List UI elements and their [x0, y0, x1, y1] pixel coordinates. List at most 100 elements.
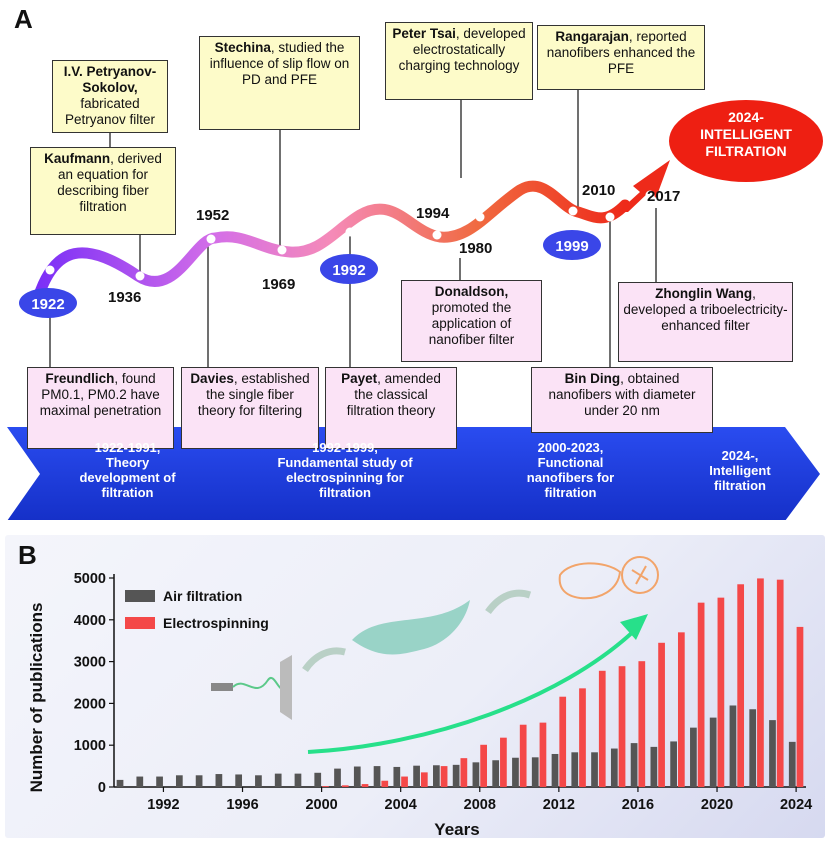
air-filtration-bar-2003 — [373, 766, 381, 787]
year-2017: 2017 — [647, 188, 681, 205]
electrospinning-bar-2007 — [460, 758, 468, 787]
x-tick-label: 1996 — [226, 797, 258, 813]
electrospinning-bar-2019 — [697, 602, 705, 787]
air-filtration-bar-1995 — [215, 774, 223, 787]
nanofiber-membrane-icon — [352, 600, 470, 655]
y-tick-label: 3000 — [74, 655, 106, 671]
final-oval-text: 2024- INTELLIGENT FILTRATION — [700, 109, 792, 159]
year-1980: 1980 — [459, 240, 493, 257]
year-1952: 1952 — [196, 207, 230, 224]
box-kaufmann: Kaufmann, derived an equation for descri… — [30, 147, 176, 235]
stage-1-label: 1922-1991, Theory development of filtrat… — [79, 440, 176, 500]
air-filtration-bar-1991 — [136, 776, 144, 787]
year-1969: 1969 — [262, 276, 296, 293]
box-bin-ding: Bin Ding, obtained nanofibers with diame… — [531, 367, 713, 433]
air-filtration-bar-2006 — [433, 765, 440, 787]
box-davies: Davies, established the single fiber the… — [181, 367, 319, 449]
air-filtration-bar-1994 — [195, 775, 203, 787]
box-petryanov: I.V. Petryanov-Sokolov, fabricated Petry… — [52, 60, 168, 133]
electrospinning-bar-2022 — [757, 578, 764, 787]
electrospinning-bar-2009 — [500, 737, 507, 787]
air-filtration-bar-2005 — [413, 765, 420, 787]
air-filtration-bar-1993 — [175, 775, 183, 787]
oval-1922-label: 1922 — [31, 296, 64, 313]
air-filtration-bar-2018 — [670, 741, 677, 787]
legend-label-1: Electrospinning — [163, 615, 269, 631]
air-filtration-bar-2015 — [610, 748, 618, 787]
x-tick-label: 2000 — [305, 797, 337, 813]
air-filtration-bar-1996 — [235, 774, 243, 787]
electrospinning-bar-2011 — [539, 722, 547, 787]
oval-1992 — [320, 254, 378, 284]
year-1936: 1936 — [108, 289, 142, 306]
oval-1999 — [543, 230, 601, 260]
electrospinning-bar-2018 — [677, 632, 685, 787]
timeline-dots — [45, 190, 655, 281]
x-tick-label: 2020 — [701, 797, 733, 813]
growth-arrow — [307, 628, 637, 754]
panel-a-label: A — [14, 4, 33, 34]
timeline-svg: 1922 1992 1999 — [7, 90, 823, 520]
stage-2-label: 1992-1999, Fundamental study of electros… — [277, 440, 413, 500]
electrospinning-bar-2010 — [519, 724, 527, 787]
air-filtration-bar-2014 — [591, 752, 598, 787]
air-filtration-bar-2011 — [531, 757, 539, 787]
x-tick-label: 2016 — [622, 797, 654, 813]
stage-3-label: 2000-2023, Functional nanofibers for fil… — [526, 440, 615, 500]
air-filtration-bar-2009 — [492, 760, 500, 787]
y-tick-label: 2000 — [74, 696, 106, 712]
smart-mask-icon — [558, 556, 659, 600]
legend-swatch-1 — [125, 617, 155, 629]
x-tick-label: 2008 — [464, 797, 496, 813]
electrospinning-bar-2013 — [579, 688, 586, 787]
air-filtration-bar-2022 — [749, 709, 757, 787]
air-filtration-bar-2023 — [769, 720, 776, 787]
electrospinning-bar-2004 — [401, 776, 408, 787]
electrospinning-bar-2005 — [420, 772, 428, 787]
legend-label-0: Air filtration — [163, 588, 242, 604]
air-filtration-bar-2012 — [551, 753, 559, 787]
x-tick-label: 2004 — [385, 797, 417, 813]
electrospinning-bar-2024 — [796, 626, 804, 787]
electrospinning-bar-2021 — [737, 584, 745, 787]
oval-1922 — [19, 288, 77, 318]
box-zhonglin-wang: Zhonglin Wang, developed a triboelectric… — [618, 282, 793, 362]
air-filtration-bar-1990 — [116, 779, 124, 787]
air-filtration-bar-2016 — [630, 743, 638, 787]
stage-4-label: 2024-, Intelligent filtration — [709, 448, 771, 493]
box-donaldson: Donaldson, promoted the application of n… — [401, 280, 542, 362]
box-rangarajan: Rangarajan, reported nanofibers enhanced… — [537, 25, 705, 90]
panel-b-label: B — [18, 540, 37, 570]
electrospinning-bar-2016 — [638, 661, 646, 787]
chart-legend: Air filtration Electrospinning — [125, 588, 269, 631]
air-filtration-bar-2007 — [452, 764, 460, 787]
electrospinning-bar-2020 — [717, 597, 725, 787]
air-filtration-bar-1997 — [255, 775, 262, 787]
oval-1999-label: 1999 — [555, 238, 588, 255]
electrospinning-bar-2001 — [341, 785, 349, 787]
y-tick-label: 1000 — [74, 738, 106, 754]
electrospinning-bar-2023 — [776, 579, 784, 787]
electrospinning-bar-2015 — [618, 666, 626, 787]
air-filtration-bar-2010 — [512, 757, 519, 787]
growth-arrowhead — [620, 614, 648, 640]
legend-swatch-0 — [125, 590, 155, 602]
year-1994: 1994 — [416, 205, 450, 222]
y-tick-label: 5000 — [74, 571, 106, 587]
electrospinning-bar-2006 — [440, 766, 448, 787]
y-axis-label: Number of publications — [27, 603, 46, 793]
air-filtration-bar-2000 — [314, 772, 322, 787]
air-filtration-bar-2002 — [353, 766, 361, 787]
electrospinning-bar-2000 — [322, 786, 329, 787]
air-filtration-bar-2019 — [690, 727, 697, 787]
x-tick-label: 2012 — [543, 797, 575, 813]
chart-bars — [116, 578, 804, 787]
oval-1992-label: 1992 — [332, 262, 365, 279]
x-tick-label: 2024 — [780, 797, 812, 813]
air-filtration-bar-2013 — [571, 752, 579, 787]
air-filtration-bar-1992 — [156, 776, 163, 787]
box-freundlich: Freundlich, found PM0.1, PM0.2 have maxi… — [27, 367, 174, 449]
box-tsai: Peter Tsai, developed electrostatically … — [385, 22, 533, 100]
x-tick-label: 1992 — [147, 797, 179, 813]
